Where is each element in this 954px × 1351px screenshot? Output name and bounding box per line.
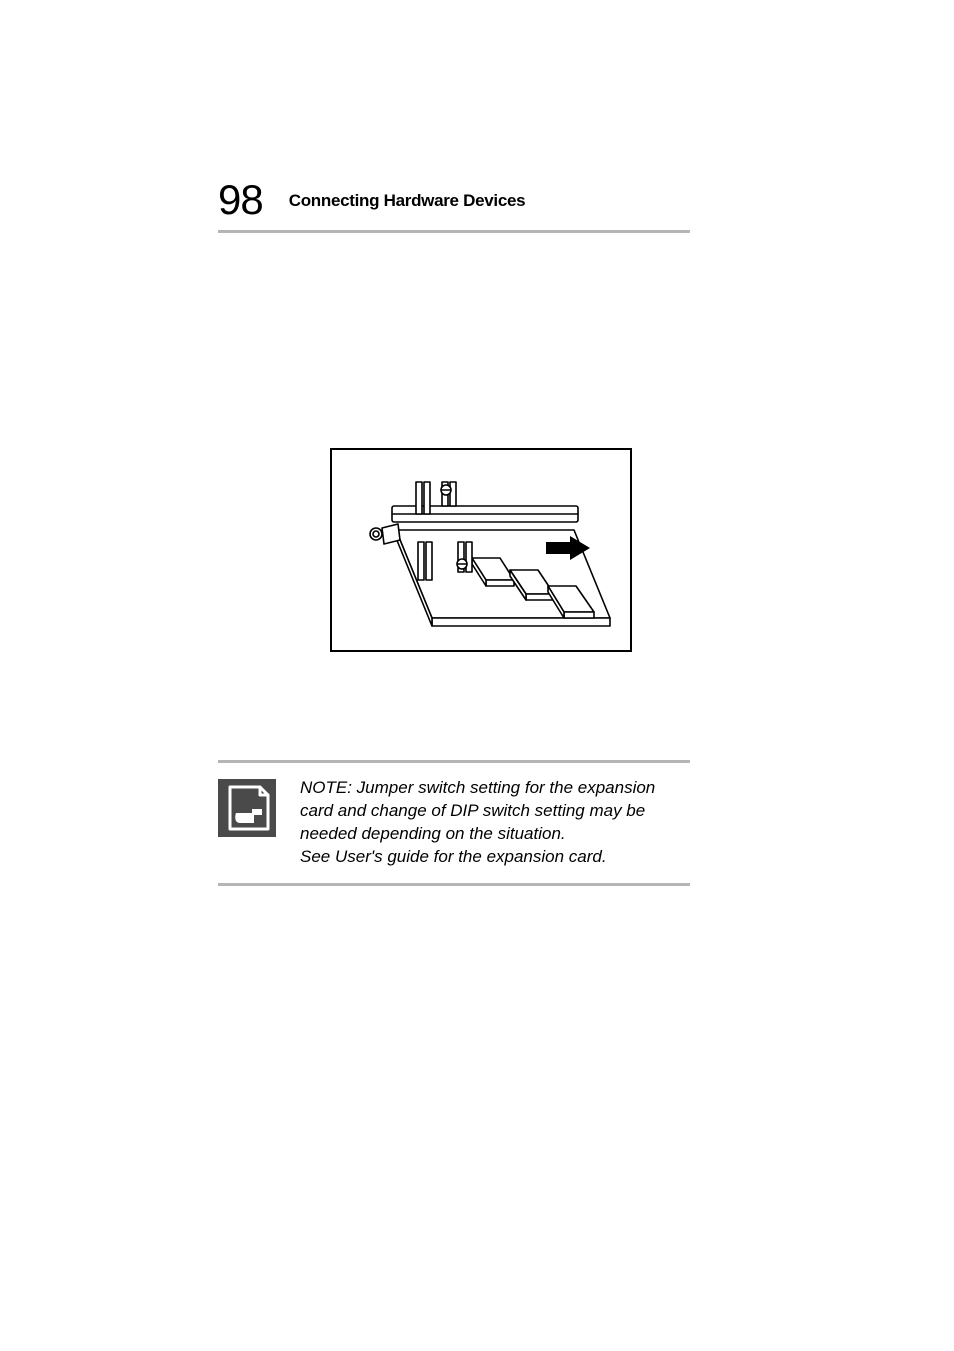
page-number: 98 xyxy=(218,179,263,223)
note-text: NOTE: Jumper switch setting for the expa… xyxy=(300,777,660,869)
note-rule-top xyxy=(218,760,690,763)
note-rule-bottom xyxy=(218,883,690,886)
page-root: 98 Connecting Hardware Devices xyxy=(0,0,954,1351)
expansion-card-diagram xyxy=(330,448,632,652)
note-block: NOTE: Jumper switch setting for the expa… xyxy=(218,760,690,886)
section-title: Connecting Hardware Devices xyxy=(289,191,526,211)
page-header: 98 Connecting Hardware Devices xyxy=(218,172,690,233)
card-install-illustration xyxy=(332,450,630,650)
note-row: NOTE: Jumper switch setting for the expa… xyxy=(218,777,690,869)
pointing-hand-icon xyxy=(218,779,276,837)
